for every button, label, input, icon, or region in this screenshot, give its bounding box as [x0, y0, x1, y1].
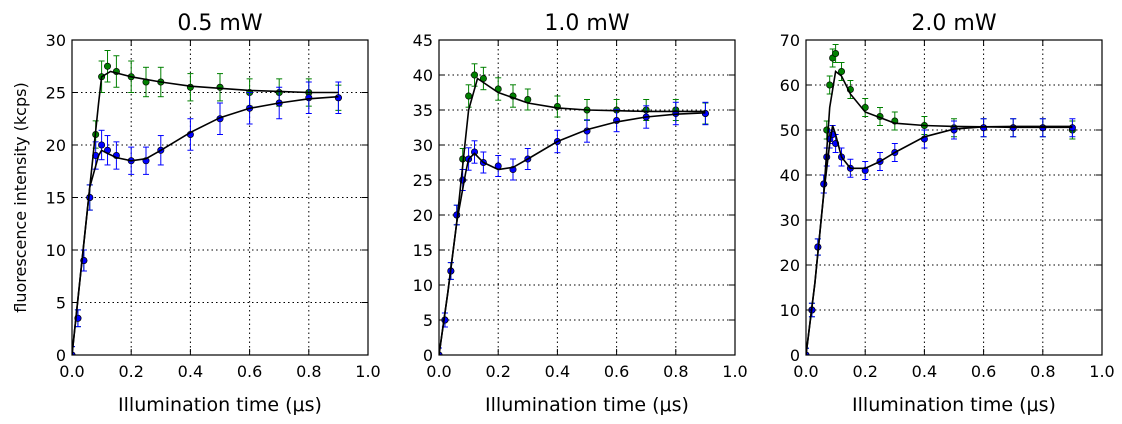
- y-axis-label: fluorescence intensity (kcps): [11, 82, 30, 312]
- x-tick-label: 1.0: [722, 362, 747, 381]
- y-tick-label: 5: [423, 311, 433, 330]
- x-tick-label: 0.4: [545, 362, 570, 381]
- x-tick-label: 0.2: [118, 362, 143, 381]
- x-axis-label: Illumination time (μs): [485, 394, 689, 416]
- y-tick-label: 35: [413, 101, 433, 120]
- x-tick-label: 0.0: [793, 362, 818, 381]
- plot-area: [439, 63, 709, 355]
- y-tick-label: 10: [46, 241, 66, 260]
- x-tick-label: 0.2: [852, 362, 877, 381]
- fit-line-1: [439, 77, 706, 355]
- fit-line-2: [806, 125, 1073, 355]
- series-blue: [806, 118, 1076, 355]
- y-tick-label: 20: [780, 256, 800, 275]
- chart-title: 0.5 mW: [177, 11, 262, 36]
- data-point-green: [826, 81, 834, 89]
- series-green: [72, 50, 342, 355]
- x-axis-label: Illumination time (μs): [118, 394, 322, 416]
- y-tick-label: 20: [413, 206, 433, 225]
- y-tick-label: 30: [780, 211, 800, 230]
- x-tick-label: 0.8: [663, 362, 688, 381]
- series-blue: [439, 101, 709, 355]
- y-tick-label: 0: [790, 346, 800, 365]
- chart-title: 1.0 mW: [544, 11, 629, 36]
- y-tick-label: 70: [780, 31, 800, 50]
- x-tick-label: 0.6: [971, 362, 996, 381]
- series-blue: [72, 81, 342, 355]
- x-tick-label: 0.6: [237, 362, 262, 381]
- y-tick-label: 40: [780, 166, 800, 185]
- data-point-green: [471, 71, 479, 79]
- panel-2: 0.0 0.2 0.4 0.6 0.8 1.0 0 5 10 15 20 25 30 35 40 45 1.0 …: [413, 11, 748, 416]
- y-tick-label: 10: [413, 276, 433, 295]
- y-tick-label: 0: [56, 346, 66, 365]
- y-tick-label: 30: [413, 136, 433, 155]
- x-tick-label: 0.0: [59, 362, 84, 381]
- data-point-green: [216, 83, 224, 91]
- series-green: [806, 44, 1076, 355]
- x-tick-label: 1.0: [355, 362, 380, 381]
- data-point-green: [104, 62, 112, 70]
- fit-line-1: [72, 70, 339, 355]
- y-tick-label: 60: [780, 76, 800, 95]
- x-tick-label: 0.8: [296, 362, 321, 381]
- fit-line-2: [72, 95, 339, 355]
- x-tick-label: 0.4: [178, 362, 203, 381]
- x-tick-label: 1.0: [1089, 362, 1114, 381]
- data-point-blue: [471, 148, 479, 156]
- y-tick-label: 10: [780, 301, 800, 320]
- fit-line-2: [439, 112, 706, 355]
- data-point-blue: [98, 141, 106, 149]
- y-tick-label: 30: [46, 31, 66, 50]
- y-tick-label: 15: [413, 241, 433, 260]
- y-tick-label: 20: [46, 136, 66, 155]
- x-tick-label: 0.6: [604, 362, 629, 381]
- data-point-blue: [305, 94, 313, 102]
- data-point-blue: [334, 94, 342, 102]
- x-tick-label: 0.8: [1030, 362, 1055, 381]
- plot-area: [806, 44, 1076, 355]
- data-point-blue: [86, 194, 94, 202]
- y-tick-label: 0: [423, 346, 433, 365]
- x-tick-label: 0.2: [485, 362, 510, 381]
- y-tick-label: 5: [56, 294, 66, 313]
- data-point-green: [186, 83, 194, 91]
- chart-title: 2.0 mW: [911, 11, 996, 36]
- y-tick-label: 50: [780, 121, 800, 140]
- y-tick-label: 40: [413, 66, 433, 85]
- fit-line-1: [806, 70, 1073, 355]
- x-axis-label: Illumination time (μs): [852, 394, 1056, 416]
- y-tick-label: 45: [413, 31, 433, 50]
- y-tick-label: 15: [46, 189, 66, 208]
- panel-3: 0.0 0.2 0.4 0.6 0.8 1.0 0 10 20 30 40 50 60 70 2.0 mW I…: [780, 11, 1115, 416]
- x-tick-label: 0.0: [426, 362, 451, 381]
- y-tick-label: 25: [46, 84, 66, 103]
- x-tick-label: 0.4: [912, 362, 937, 381]
- panel-1: 0.0 0.2 0.4 0.6 0.8 1.0 0 5 10 15 20 25 30 0.5 mW Illu…: [46, 11, 381, 416]
- plot-area: [72, 50, 342, 355]
- data-point-green: [838, 68, 846, 76]
- y-tick-label: 25: [413, 171, 433, 190]
- axes-frame: [438, 39, 736, 356]
- data-point-green: [465, 92, 473, 100]
- axes-frame: [805, 39, 1103, 356]
- data-point-green: [832, 49, 840, 57]
